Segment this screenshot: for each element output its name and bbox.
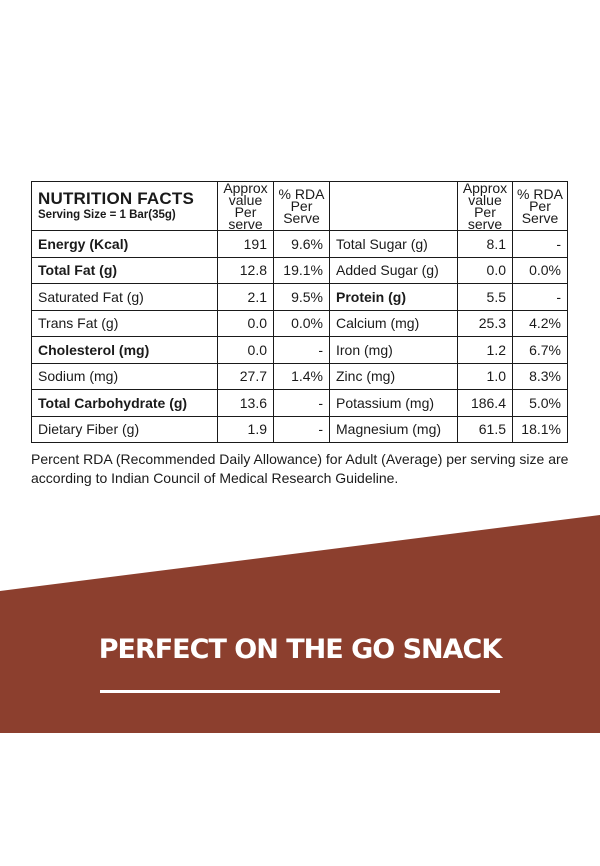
table-row: Saturated Fat (g) 2.1 9.5% Protein (g) 5.5- <box>31 283 568 311</box>
nutrient-name: Total Carbohydrate (g) <box>31 389 218 417</box>
table-row: Total Fat (g) 12.8 19.1% Added Sugar (g) 0.0… <box>31 256 568 284</box>
nutrient-name: Added Sugar (g) <box>329 256 458 284</box>
nutrient-name: Calcium (mg) <box>329 309 458 337</box>
nutrient-rda: 19.1% <box>273 256 330 284</box>
header-rda-right: % RDA Per Serve <box>512 181 568 231</box>
nutrient-rda: 9.6% <box>273 230 330 258</box>
nutrient-name: Dietary Fiber (g) <box>31 415 218 443</box>
title-cell: NUTRITION FACTS Serving Size = 1 Bar(35g… <box>31 181 218 231</box>
nutrient-name: Trans Fat (g) <box>31 309 218 337</box>
table-row: Energy (Kcal) 191 9.6% Total Sugar (g) 8.1- <box>31 230 568 258</box>
nutrient-name: Total Sugar (g) <box>329 230 458 258</box>
nutrient-rda: 8.3% <box>512 362 568 390</box>
nutrient-value: 8.1 <box>457 230 513 258</box>
nutrient-name: Cholesterol (mg) <box>31 336 218 364</box>
header-approx-value: Approx value Per serve <box>217 181 274 231</box>
header-rda: % RDA Per Serve <box>273 181 330 231</box>
nutrition-facts-table: NUTRITION FACTS Serving Size = 1 Bar(35g… <box>31 181 568 443</box>
table-row: Total Carbohydrate (g) 13.6- Potassium (mg… <box>31 389 568 417</box>
nutrient-rda: 0.0% <box>512 256 568 284</box>
header-blank-cell <box>329 181 458 231</box>
nutrient-name: Iron (mg) <box>329 336 458 364</box>
nutrient-rda: - <box>512 283 568 311</box>
nutrient-rda: 9.5% <box>273 283 330 311</box>
nutrient-value: 25.3 <box>457 309 513 337</box>
nutrient-rda: 4.2% <box>512 309 568 337</box>
slogan-text: PERFECT ON THE GO SNACK <box>98 634 503 665</box>
nutrient-value: 61.5 <box>457 415 513 443</box>
nutrient-name: Protein (g) <box>329 283 458 311</box>
nutrient-rda: 6.7% <box>512 336 568 364</box>
table-row: Sodium (mg) 27.7 1.4% Zinc (mg) 1.0 8.3% <box>31 362 568 390</box>
table-header-row: NUTRITION FACTS Serving Size = 1 Bar(35g… <box>31 181 568 231</box>
nutrient-value: 12.8 <box>217 256 274 284</box>
nutrient-name: Saturated Fat (g) <box>31 283 218 311</box>
nutrient-rda: 5.0% <box>512 389 568 417</box>
nutrient-rda: 0.0% <box>273 309 330 337</box>
nutrient-value: 186.4 <box>457 389 513 417</box>
nutrient-name: Energy (Kcal) <box>31 230 218 258</box>
nutrient-value: 1.2 <box>457 336 513 364</box>
nutrient-value: 2.1 <box>217 283 274 311</box>
table-title: NUTRITION FACTS <box>38 189 194 208</box>
table-row: Cholesterol (mg) 0.0- Iron (mg) 1.2 6.7% <box>31 336 568 364</box>
nutrient-rda: - <box>512 230 568 258</box>
nutrient-rda: 1.4% <box>273 362 330 390</box>
nutrient-value: 1.9 <box>217 415 274 443</box>
banner-shape <box>0 515 600 733</box>
rda-footnote: Percent RDA (Recommended Daily Allowance… <box>31 451 569 486</box>
nutrient-value: 0.0 <box>217 336 274 364</box>
nutrient-value: 0.0 <box>217 309 274 337</box>
nutrient-rda: 18.1% <box>512 415 568 443</box>
nutrient-rda: - <box>273 389 330 417</box>
brown-banner <box>0 515 600 733</box>
nutrient-name: Sodium (mg) <box>31 362 218 390</box>
header-approx-value-right: Approx value Per serve <box>457 181 513 231</box>
nutrient-value: 1.0 <box>457 362 513 390</box>
nutrient-value: 13.6 <box>217 389 274 417</box>
nutrient-name: Zinc (mg) <box>329 362 458 390</box>
nutrient-value: 27.7 <box>217 362 274 390</box>
nutrient-value: 5.5 <box>457 283 513 311</box>
nutrient-rda: - <box>273 415 330 443</box>
nutrient-rda: - <box>273 336 330 364</box>
table-row: Dietary Fiber (g) 1.9- Magnesium (mg) 61.5 1… <box>31 415 568 443</box>
nutrient-name: Potassium (mg) <box>329 389 458 417</box>
nutrient-name: Magnesium (mg) <box>329 415 458 443</box>
nutrient-value: 0.0 <box>457 256 513 284</box>
serving-size: Serving Size = 1 Bar(35g) <box>38 209 176 221</box>
nutrient-value: 191 <box>217 230 274 258</box>
nutrition-table-container: NUTRITION FACTS Serving Size = 1 Bar(35g… <box>31 181 568 443</box>
table-row: Trans Fat (g) 0.0 0.0% Calcium (mg) 25.3 4.2% <box>31 309 568 337</box>
slogan-underline <box>100 690 500 693</box>
nutrient-name: Total Fat (g) <box>31 256 218 284</box>
